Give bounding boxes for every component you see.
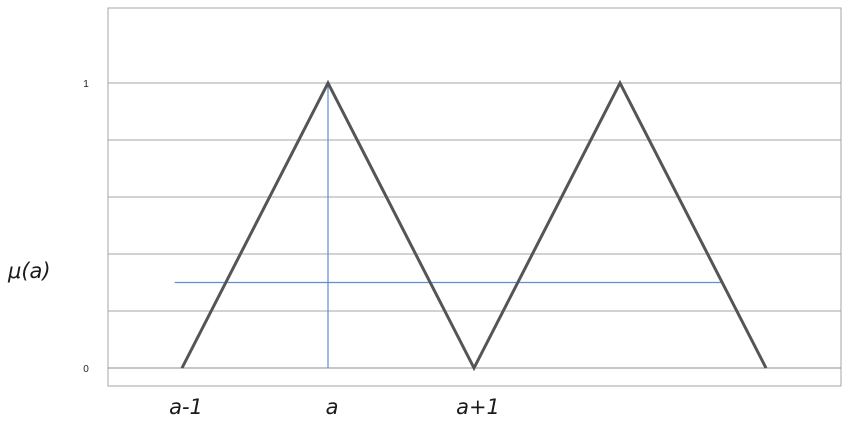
x-tick-label: a: [326, 395, 339, 419]
gridlines: [108, 82, 841, 312]
x-tick-label: a+1: [456, 395, 500, 419]
reference-lines: [174, 83, 723, 368]
series-line: [180, 79, 768, 372]
y-axis-label: μ(a): [7, 259, 51, 283]
series-group: [180, 79, 768, 372]
x-tick-label: a-1: [169, 395, 203, 419]
x-tick-labels: a-1 a a+1: [169, 395, 500, 419]
y-tick-label: 0: [83, 364, 89, 375]
y-tick-label: 1: [83, 79, 89, 90]
y-ticks: 01: [83, 79, 89, 375]
